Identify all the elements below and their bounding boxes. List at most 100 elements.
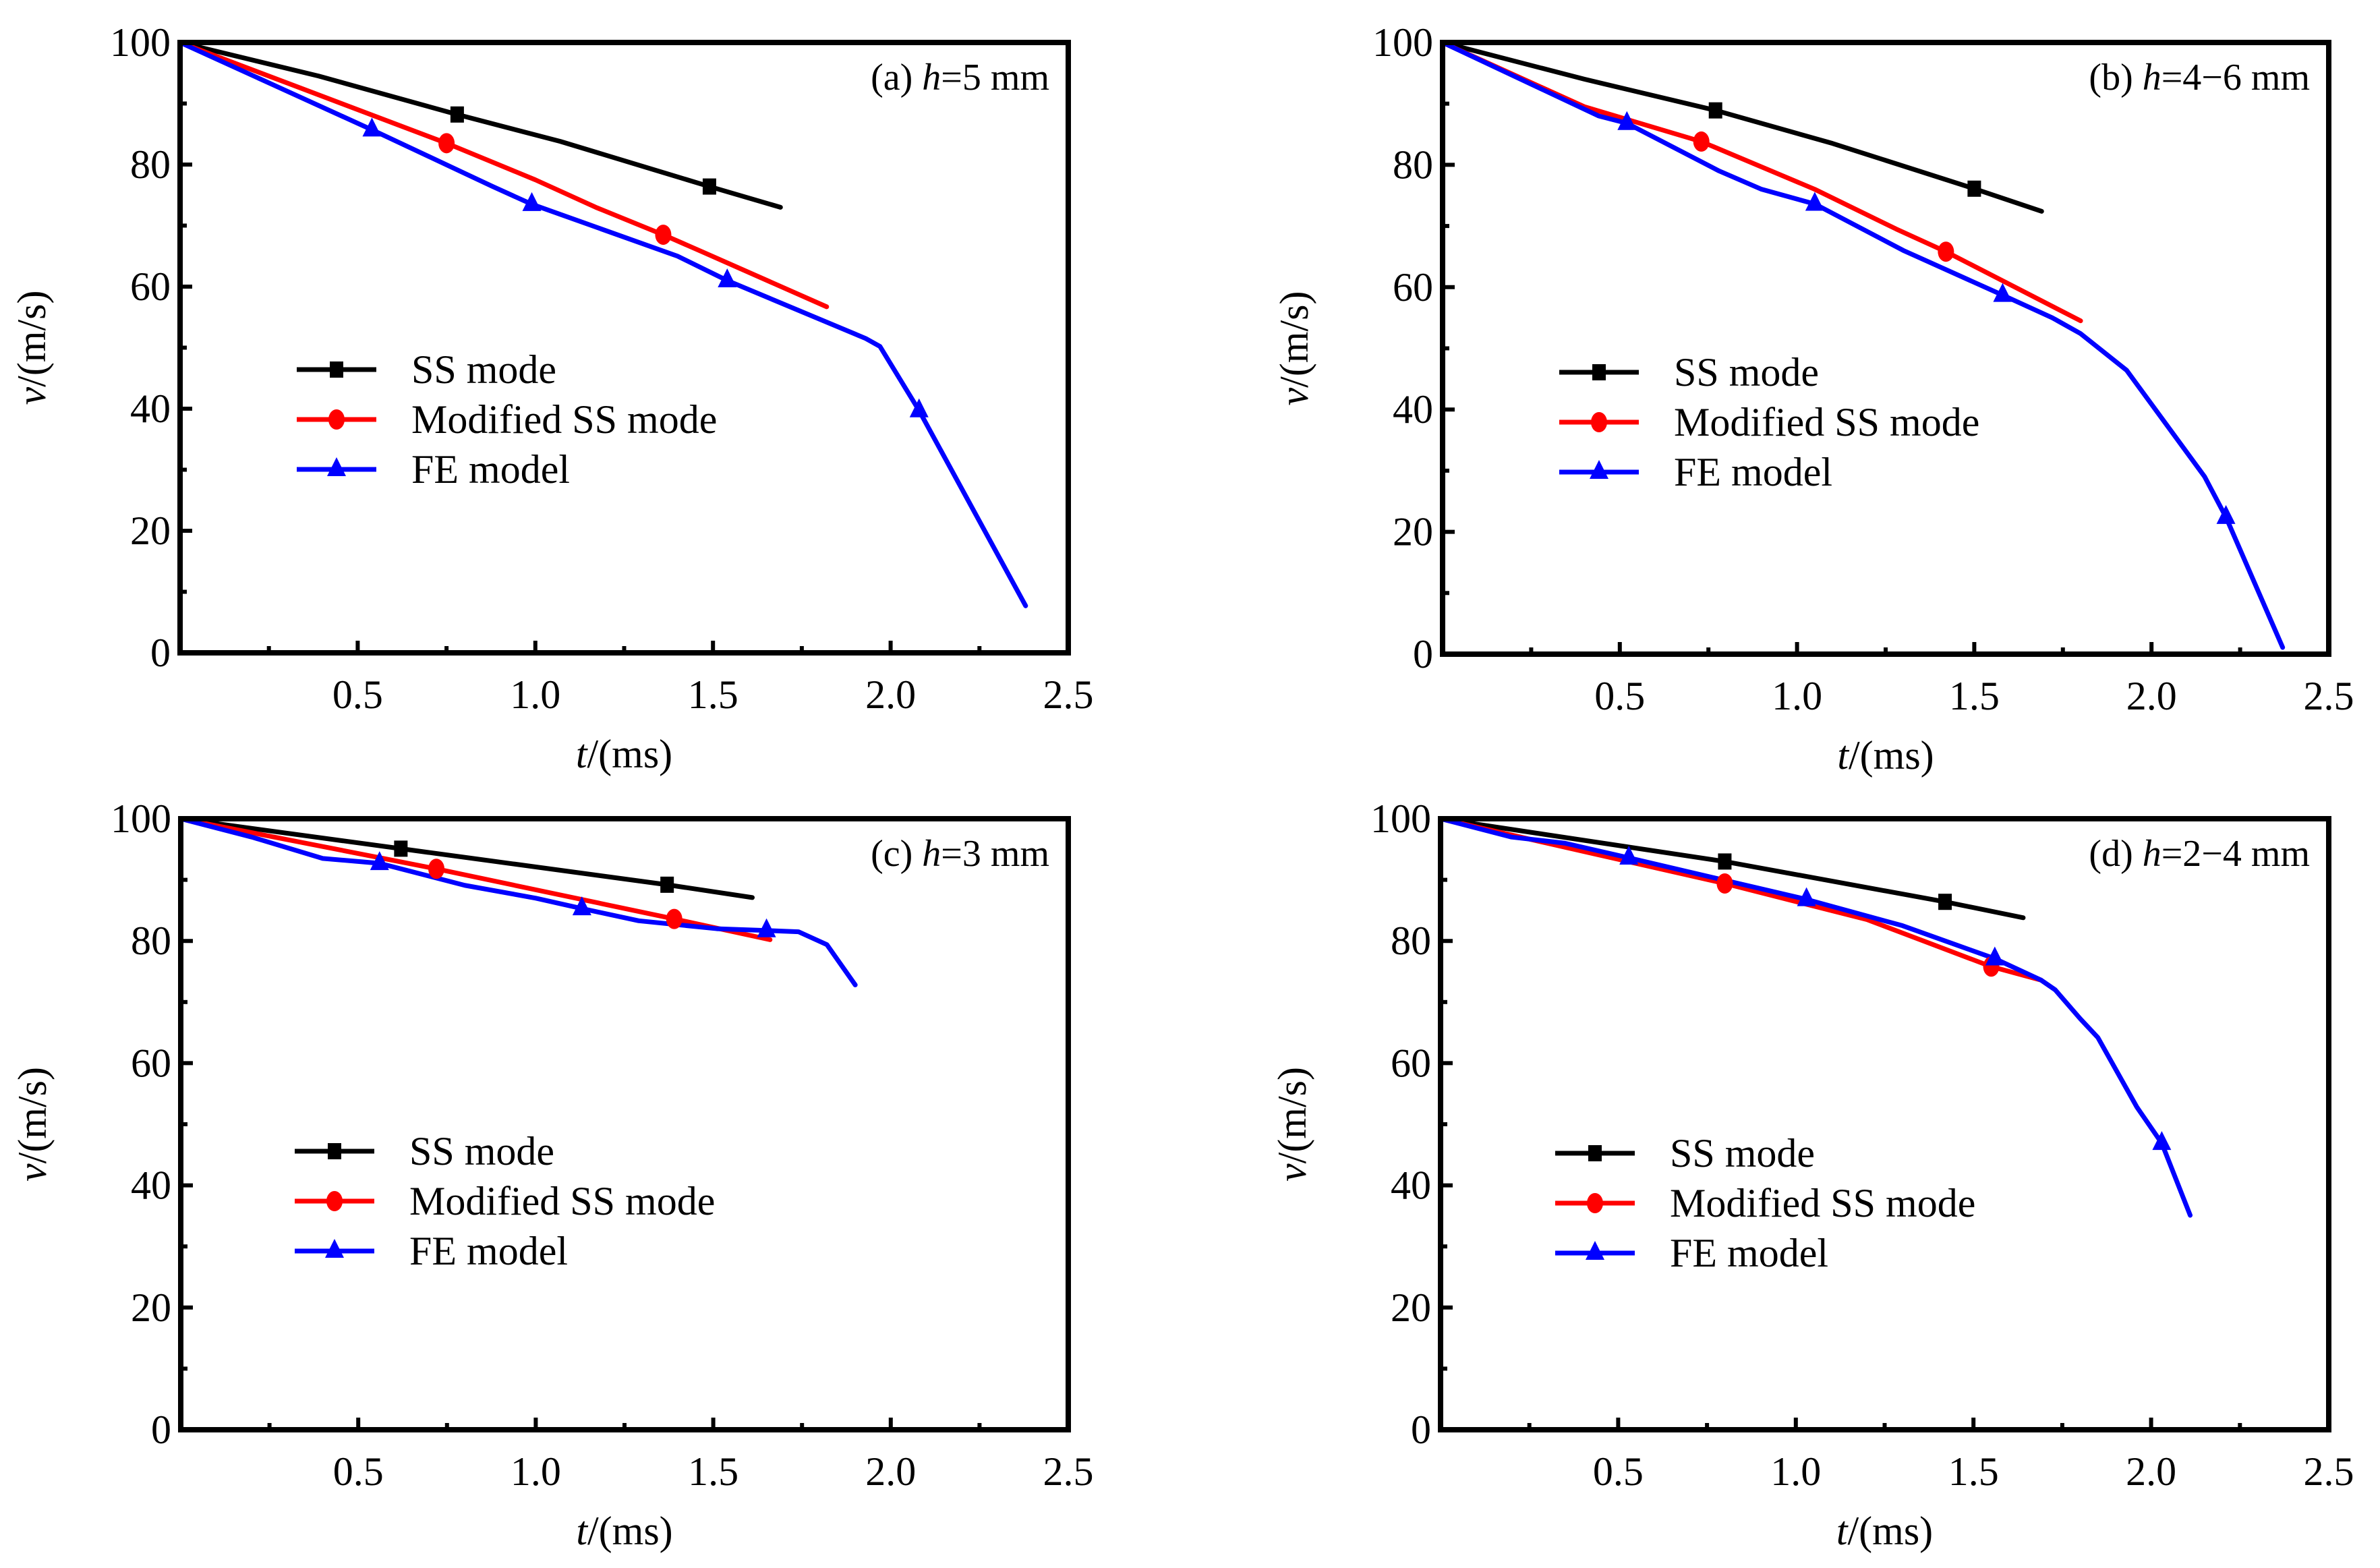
panel-letter: (a) <box>871 57 922 98</box>
legend: SS mode Modified SS mode FE model <box>295 1129 715 1273</box>
y-axis-unit: /(m/s) <box>1270 1067 1314 1163</box>
y-tick-label: 0 <box>150 631 171 675</box>
legend-label: Modified SS mode <box>409 1179 715 1223</box>
y-axis-variable: v <box>10 1163 55 1182</box>
data-point-triangle <box>2216 504 2236 524</box>
panel-annotation: (c) h=3 mm <box>871 833 1049 875</box>
data-point-square <box>702 178 716 195</box>
data-point-square <box>660 876 674 893</box>
legend-marker-triangle <box>325 1239 344 1258</box>
x-tick-label: 2.5 <box>1043 672 1094 717</box>
x-tick-label: 0.5 <box>1593 1449 1644 1494</box>
y-axis-label: v/(m/s) <box>9 291 54 405</box>
legend-marker-square <box>330 361 343 378</box>
y-axis-label: v/(m/s) <box>1270 1067 1314 1182</box>
legend-label: Modified SS mode <box>1674 400 1979 444</box>
x-axis-label: t/(ms) <box>576 1509 672 1553</box>
x-tick-label: 0.5 <box>1594 674 1645 718</box>
x-tick-label: 2.5 <box>2304 674 2354 718</box>
y-tick-label: 20 <box>131 1285 171 1330</box>
x-axis-unit: /(ms) <box>587 732 673 776</box>
data-point-square <box>450 106 464 123</box>
data-point-square <box>1967 180 1981 197</box>
y-tick-label: 80 <box>130 142 171 187</box>
data-point-circle <box>438 133 455 154</box>
legend-marker-circle <box>1591 412 1607 432</box>
x-tick-label: 0.5 <box>332 672 383 717</box>
legend-label: SS mode <box>1674 350 1819 395</box>
legend: SS mode Modified SS mode FE model <box>1555 1131 1975 1275</box>
data-point-circle <box>666 908 683 929</box>
legend-item: SS mode <box>297 347 556 392</box>
data-point-triangle <box>1805 192 1824 211</box>
panel-annotation: (b) h=4−6 mm <box>2089 57 2310 98</box>
data-point-triangle <box>1797 887 1816 906</box>
x-tick-label: 1.0 <box>510 672 560 717</box>
thickness-variable: h <box>2143 57 2161 98</box>
y-tick-label: 0 <box>1411 1407 1431 1452</box>
legend-marker-triangle <box>327 457 346 476</box>
legend-item: SS mode <box>1559 350 1819 395</box>
plot-frame <box>1440 40 2331 657</box>
data-point-triangle <box>572 896 591 916</box>
x-tick-label: 1.5 <box>1948 1449 1999 1494</box>
y-axis-unit: /(m/s) <box>10 1067 55 1163</box>
panel-letter: (b) <box>2089 57 2142 98</box>
legend-marker-square <box>1592 364 1606 380</box>
legend-item: Modified SS mode <box>1559 400 1979 444</box>
series-line-triangle <box>1438 816 2193 1218</box>
series-line-triangle <box>1440 40 2286 650</box>
y-tick-label: 80 <box>1393 142 1433 187</box>
x-tick-label: 2.0 <box>2126 674 2177 718</box>
series-line-circle <box>177 40 830 310</box>
series-line-square <box>178 816 755 900</box>
y-tick-label: 60 <box>1391 1041 1431 1085</box>
legend-marker-square <box>1588 1145 1602 1161</box>
legend-marker-triangle <box>1586 1241 1604 1260</box>
y-tick-label: 100 <box>110 20 171 65</box>
data-point-triangle <box>909 398 929 417</box>
x-tick-label: 2.0 <box>865 672 916 717</box>
panel-letter: (d) <box>2089 833 2142 875</box>
x-axis-unit: /(ms) <box>1849 733 1934 778</box>
x-tick-label: 1.5 <box>688 1449 738 1494</box>
thickness-value: =2−4 mm <box>2161 833 2310 875</box>
legend-label: FE model <box>1670 1231 1828 1275</box>
data-point-triangle <box>757 918 776 937</box>
legend-marker-circle <box>1587 1193 1603 1213</box>
y-tick-label: 100 <box>111 796 171 841</box>
data-point-triangle <box>1617 111 1637 130</box>
data-point-circle <box>655 225 672 245</box>
x-tick-label: 2.5 <box>2304 1449 2354 1494</box>
thickness-value: =4−6 mm <box>2161 57 2310 98</box>
x-tick-label: 1.0 <box>511 1449 561 1494</box>
series-line-square <box>1438 816 2026 921</box>
series-line-triangle <box>178 816 858 987</box>
y-tick-label: 60 <box>130 264 171 309</box>
legend-item: Modified SS mode <box>297 397 717 442</box>
series-line-triangle <box>177 40 1028 608</box>
legend-label: Modified SS mode <box>411 397 717 442</box>
y-axis-variable: v <box>1272 387 1316 405</box>
y-axis-variable: v <box>9 386 54 405</box>
panel-a: 0.5 1.0 1.5 2.0 2.5 0 20 40 60 80 100 t/(ms) v/(m/s)… <box>9 20 1094 776</box>
y-axis-unit: /(m/s) <box>1272 291 1316 388</box>
legend: SS mode Modified SS mode FE model <box>297 347 717 492</box>
data-point-square <box>394 840 408 857</box>
series-line-square <box>177 40 783 210</box>
data-point-triangle <box>362 117 382 137</box>
x-axis-label: t/(ms) <box>576 732 672 776</box>
legend-item: SS mode <box>1555 1131 1815 1175</box>
x-tick-label: 1.0 <box>1772 674 1822 718</box>
y-tick-label: 20 <box>1393 510 1433 554</box>
x-axis-variable: t <box>576 1509 588 1553</box>
y-tick-label: 40 <box>130 386 171 431</box>
thickness-variable: h <box>922 57 941 98</box>
thickness-value: =5 mm <box>941 57 1049 98</box>
thickness-variable: h <box>2143 833 2161 875</box>
x-axis-unit: /(ms) <box>587 1509 673 1553</box>
legend-marker-triangle <box>1590 460 1608 479</box>
x-tick-label: 2.0 <box>2126 1449 2176 1494</box>
data-point-triangle <box>2152 1131 2172 1151</box>
